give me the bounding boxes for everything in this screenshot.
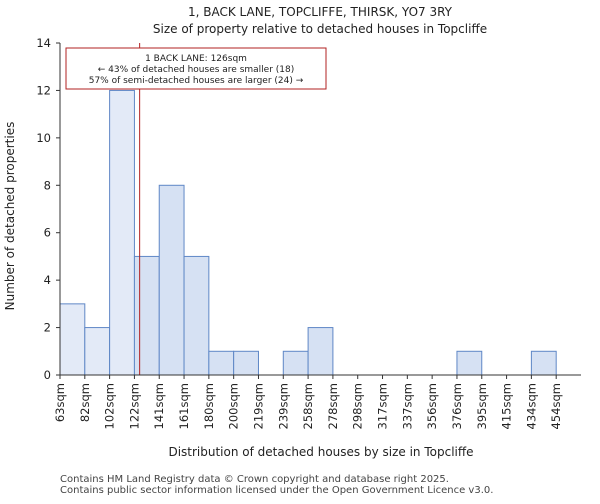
y-tick-label: 10 [36, 131, 51, 145]
y-axis-label: Number of detached properties [3, 122, 17, 311]
bar-102sqm [109, 89, 135, 376]
x-tick-label: 317sqm [376, 383, 390, 429]
x-tick-label: 278sqm [326, 383, 340, 429]
axes-group: 0 2 4 6 8 10 12 14 63sqm 82sqm 102sqm 122sqm 141sqm 1… [36, 36, 581, 429]
x-tick-label: 298sqm [351, 383, 365, 429]
y-tick-label: 14 [36, 36, 51, 50]
x-tick-label: 122sqm [127, 383, 141, 429]
x-tick-label: 356sqm [425, 383, 439, 429]
bar-434sqm [530, 350, 557, 376]
x-tick-label: 395sqm [475, 383, 489, 429]
chart-subtitle: Size of property relative to detached ho… [153, 22, 487, 36]
bar-258sqm [307, 327, 334, 376]
x-axis-label: Distribution of detached houses by size … [168, 445, 473, 459]
footer-line-1: Contains HM Land Registry data © Crown c… [60, 474, 449, 485]
bar-63sqm [59, 303, 86, 376]
y-tick-label: 6 [44, 226, 51, 240]
bars-group [59, 89, 557, 376]
bar-122sqm [133, 255, 160, 376]
bar-161sqm [183, 255, 210, 376]
y-tick-label: 0 [44, 368, 51, 382]
x-tick-label: 63sqm [53, 383, 67, 422]
y-tick-label: 4 [44, 273, 51, 287]
x-tick-label: 161sqm [177, 383, 191, 429]
annotation-box [65, 47, 327, 90]
x-tick-label: 102sqm [103, 383, 117, 429]
x-tick-label: 434sqm [524, 383, 538, 429]
bar-141sqm [158, 184, 185, 376]
x-tick-label: 258sqm [301, 383, 315, 429]
bar-239sqm [282, 350, 309, 376]
footer-line-2: Contains public sector information licen… [60, 485, 494, 496]
annotation-group: 1 BACK LANE: 126sqm ← 43% of detached ho… [65, 47, 327, 90]
x-tick-label: 376sqm [450, 383, 464, 429]
y-tick-label: 8 [44, 178, 51, 192]
bar-200sqm [233, 350, 259, 376]
annotation-line-3: 57% of semi-detached houses are larger (… [89, 76, 304, 86]
x-tick-label: 141sqm [152, 383, 166, 429]
x-tick-label: 454sqm [549, 383, 563, 429]
annotation-line-1: 1 BACK LANE: 126sqm [145, 54, 247, 64]
x-tick-label: 82sqm [78, 383, 92, 422]
x-tick-label: 180sqm [202, 383, 216, 429]
bar-376sqm [456, 350, 483, 376]
x-tick-label: 219sqm [251, 383, 265, 429]
x-tick-label: 239sqm [276, 383, 290, 429]
x-tick-label: 200sqm [227, 383, 241, 429]
chart-title: 1, BACK LANE, TOPCLIFFE, THIRSK, YO7 3RY [188, 5, 453, 19]
bar-82sqm [84, 327, 111, 376]
x-tick-label: 337sqm [400, 383, 414, 429]
x-tick-label: 415sqm [500, 383, 514, 429]
annotation-line-2: ← 43% of detached houses are smaller (18… [98, 65, 295, 75]
bar-180sqm [208, 350, 235, 376]
y-tick-label: 2 [44, 321, 51, 335]
y-tick-label: 12 [36, 83, 51, 97]
